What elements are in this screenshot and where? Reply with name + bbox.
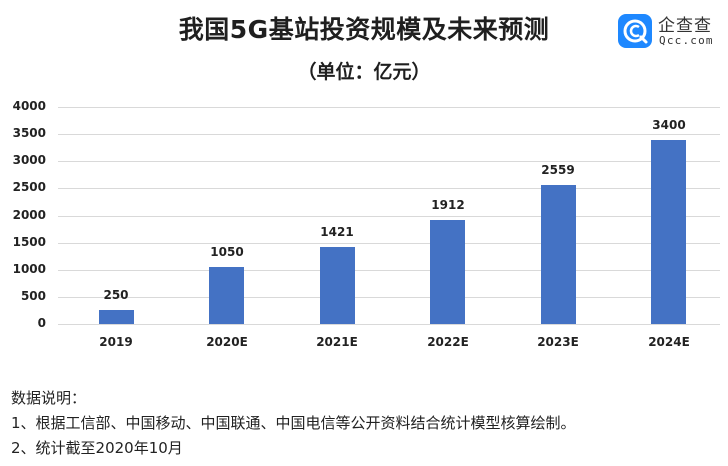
- logo-text-en: Qcc.com: [659, 34, 714, 47]
- gridline: [58, 107, 720, 108]
- y-axis-tick-label: 2000: [12, 208, 46, 222]
- bar-chart: 0 500 1000 1500 2000 2500 3000 3500 4000 250 2019 1…: [12, 99, 720, 349]
- notes-item: 1、根据工信部、中国移动、中国联通、中国电信等公开资料结合统计模型核算绘制。: [11, 414, 576, 432]
- x-axis-tick-label: 2019: [99, 335, 133, 349]
- gridline: [58, 216, 720, 217]
- data-label: 250: [103, 288, 129, 302]
- data-label: 1912: [431, 198, 465, 212]
- qcc-logo-icon: [618, 14, 652, 48]
- notes-heading: 数据说明：: [11, 389, 87, 407]
- y-axis-tick-label: 500: [20, 289, 46, 303]
- x-axis-tick-label: 2021E: [316, 335, 358, 349]
- y-axis-tick-label: 1000: [12, 262, 46, 276]
- x-axis-tick-label: 2020E: [206, 335, 248, 349]
- gridline: [58, 188, 720, 189]
- bar-2019: [99, 310, 134, 324]
- gridline: [58, 297, 720, 298]
- gridline: [58, 324, 720, 325]
- y-axis-tick-label: 3500: [12, 126, 46, 140]
- y-axis-tick-label: 4000: [12, 99, 46, 113]
- x-axis-tick-label: 2022E: [427, 335, 469, 349]
- gridline: [58, 243, 720, 244]
- bar-2020E: [209, 267, 244, 324]
- qcc-logo: 企查查 Qcc.com: [618, 11, 723, 51]
- notes-item: 2、统计截至2020年10月: [11, 439, 183, 457]
- data-label: 1050: [210, 245, 244, 259]
- gridline: [58, 161, 720, 162]
- y-axis-tick-label: 1500: [12, 235, 46, 249]
- bar-2021E: [320, 247, 355, 324]
- data-label: 1421: [320, 225, 354, 239]
- y-axis-tick-label: 3000: [12, 153, 46, 167]
- bar-2023E: [541, 185, 576, 324]
- data-label: 3400: [652, 118, 686, 132]
- data-notes: 数据说明： 1、根据工信部、中国移动、中国联通、中国电信等公开资料结合统计模型核…: [11, 386, 576, 461]
- chart-subtitle: （单位：亿元）: [297, 61, 431, 83]
- gridline: [58, 270, 720, 271]
- bar-2022E: [430, 220, 465, 324]
- x-axis-tick-label: 2023E: [537, 335, 579, 349]
- x-axis-tick-label: 2024E: [648, 335, 690, 349]
- y-axis-tick-label: 0: [37, 316, 46, 330]
- bar-2024E: [651, 140, 686, 324]
- data-label: 2559: [541, 163, 575, 177]
- gridline: [58, 134, 720, 135]
- chart-title: 我国5G基站投资规模及未来预测: [178, 15, 550, 44]
- y-axis-tick-label: 2500: [12, 180, 46, 194]
- logo-text-cn: 企查查: [658, 16, 712, 36]
